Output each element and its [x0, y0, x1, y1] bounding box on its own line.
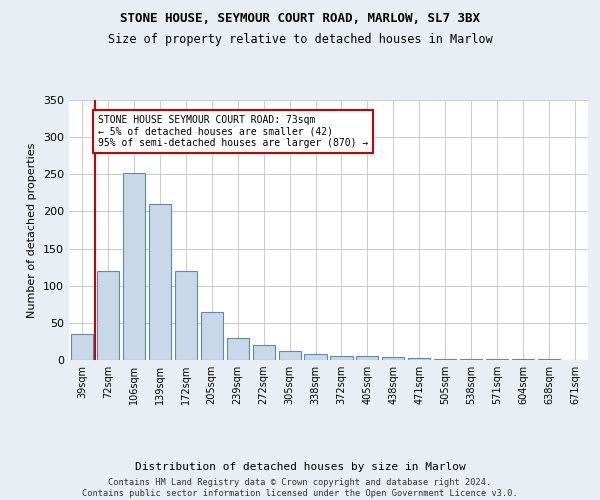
- Bar: [356, 356, 379, 360]
- Bar: [331, 356, 353, 360]
- Text: Distribution of detached houses by size in Marlow: Distribution of detached houses by size …: [134, 462, 466, 472]
- Y-axis label: Number of detached properties: Number of detached properties: [28, 142, 37, 318]
- Bar: [253, 345, 275, 360]
- Bar: [227, 338, 249, 360]
- Bar: [71, 334, 93, 360]
- Bar: [434, 358, 457, 360]
- Bar: [304, 354, 326, 360]
- Text: STONE HOUSE, SEYMOUR COURT ROAD, MARLOW, SL7 3BX: STONE HOUSE, SEYMOUR COURT ROAD, MARLOW,…: [120, 12, 480, 26]
- Bar: [123, 173, 145, 360]
- Text: STONE HOUSE SEYMOUR COURT ROAD: 73sqm
← 5% of detached houses are smaller (42)
9: STONE HOUSE SEYMOUR COURT ROAD: 73sqm ← …: [98, 115, 368, 148]
- Bar: [200, 312, 223, 360]
- Bar: [149, 204, 171, 360]
- Text: Size of property relative to detached houses in Marlow: Size of property relative to detached ho…: [107, 32, 493, 46]
- Bar: [278, 351, 301, 360]
- Bar: [408, 358, 430, 360]
- Bar: [382, 357, 404, 360]
- Text: Contains HM Land Registry data © Crown copyright and database right 2024.
Contai: Contains HM Land Registry data © Crown c…: [82, 478, 518, 498]
- Bar: [97, 271, 119, 360]
- Bar: [175, 271, 197, 360]
- Bar: [460, 358, 482, 360]
